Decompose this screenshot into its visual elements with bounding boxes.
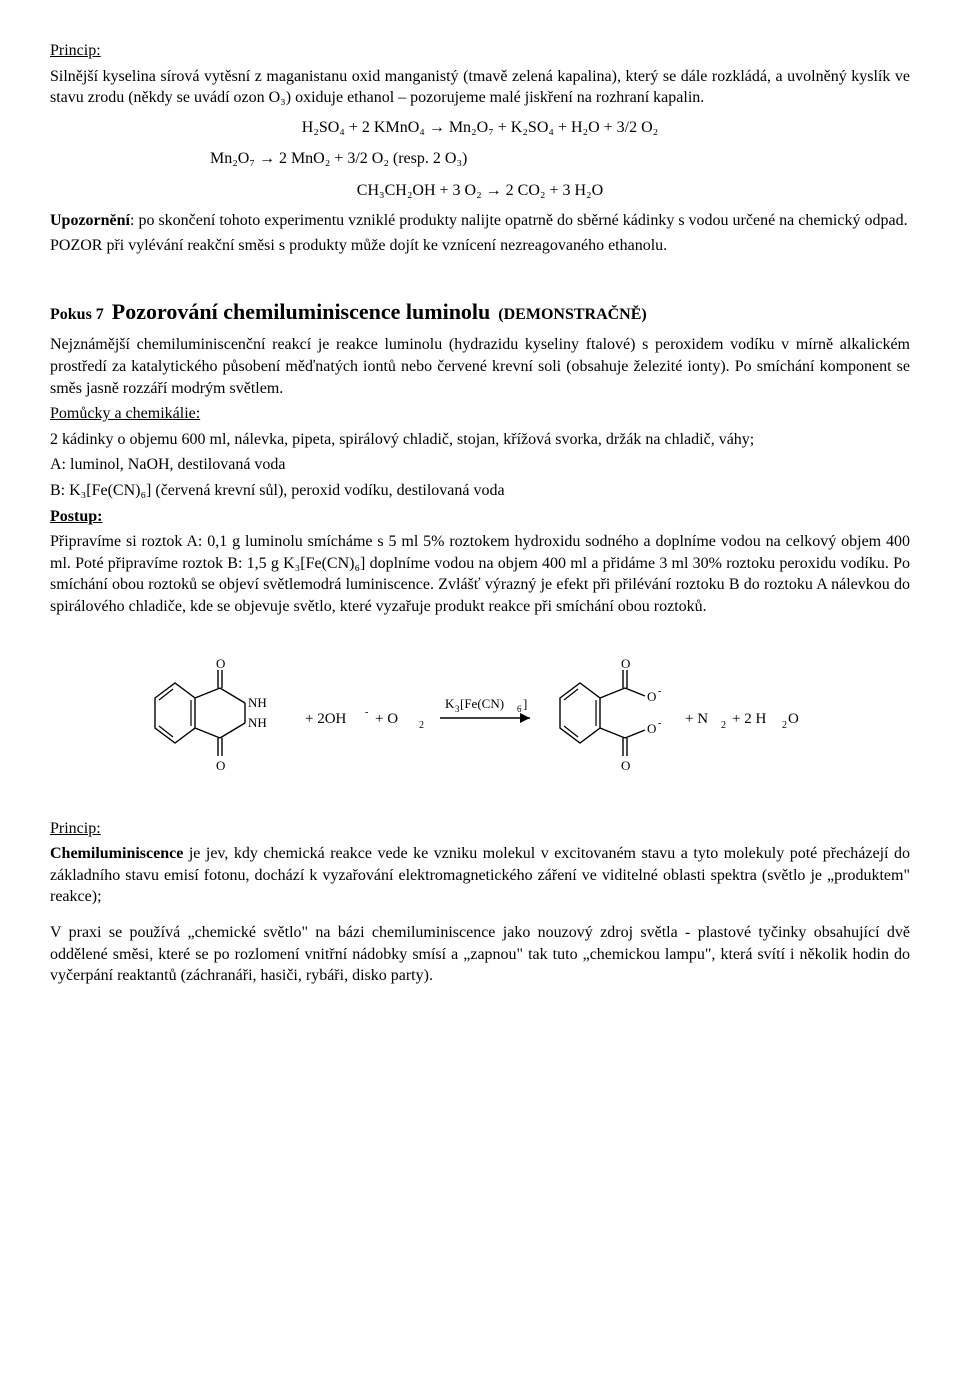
princip2-body1: Chemiluminiscence je jev, kdy chemická r… [50,843,910,908]
label-Ominus: O [647,721,656,736]
upozorneni-text: : po skončení tohoto experimentu vzniklé… [130,212,908,229]
pomucky-A: A: luminol, NaOH, destilovaná voda [50,454,910,476]
pomucky-heading: Pomůcky a chemikálie: [50,403,910,425]
label-O: O [216,656,225,671]
princip1-body: Silnější kyselina sírová vytěsní z magan… [50,66,910,109]
pokus7-heading-main: Pozorování chemiluminiscence luminolu [112,299,490,324]
catalyst-label2: [Fe(CN) [460,696,504,711]
pokus7-heading-prefix: Pokus 7 [50,306,104,323]
princip2-bold: Chemiluminiscence [50,845,183,862]
equation-1: H₂SO₄ + 2 KMnO₄ → Mn₂O₇ + K₂SO₄ + H₂O + … [302,117,659,139]
label-minus: - [658,686,661,697]
reagents-mid: + 2OH [305,711,347,727]
label-O: O [621,758,630,773]
reagents-sub: 2 [419,720,424,731]
postup-heading: Postup: [50,506,910,528]
pokus7-intro: Nejznámější chemiluminiscenční reakcí je… [50,334,910,399]
products-tail-1: + N [685,711,708,727]
pokus7-heading-suffix: (DEMONSTRAČNĚ) [498,306,646,323]
reaction-scheme: O O NH NH + 2OH - + O 2 K 3 [Fe(CN) 6 ] [50,643,910,793]
equation-2: Mn₂O₇ → 2 MnO₂ + 3/2 O₂ (resp. 2 O₃) [210,148,467,170]
products-tail-sub1: 2 [721,720,726,731]
reagents-plus: + O [375,711,398,727]
equation-block-3: CH₃CH₂OH + 3 O₂ → 2 CO₂ + 3 H₂O [50,178,910,204]
label-NH: NH [248,715,267,730]
catalyst-label: K [445,696,455,711]
luminol-structure: O O NH NH [155,656,267,773]
reagents-mid-sup: - [365,707,368,718]
label-O: O [621,656,630,671]
product-structure: O O - O O - [560,656,661,773]
postup-body: Připravíme si roztok A: 0,1 g luminolu s… [50,531,910,617]
equation-2-wrap: Mn₂O₇ → 2 MnO₂ + 3/2 O₂ (resp. 2 O₃) [210,146,910,172]
products-tail-3: O [788,711,799,727]
upozorneni-label: Upozornění [50,212,130,229]
upozorneni: Upozornění: po skončení tohoto experimen… [50,210,910,232]
pozor: POZOR při vylévání reakční směsi s produ… [50,235,910,257]
pokus7-heading: Pokus 7 Pozorování chemiluminiscence lum… [50,297,910,327]
products-tail-sub2: 2 [782,720,787,731]
label-Ominus: O [647,689,656,704]
label-NH: NH [248,695,267,710]
pomucky-B: B: K₃[Fe(CN)₆] (červená krevní sůl), per… [50,480,910,502]
pomucky-body1: 2 kádinky o objemu 600 ml, nálevka, pipe… [50,429,910,451]
products-tail-2: + 2 H [732,711,766,727]
label-minus: - [658,718,661,729]
princip2-body2: V praxi se používá „chemické světlo" na … [50,922,910,987]
princip1-heading: Princip: [50,40,910,62]
princip2-heading: Princip: [50,818,910,840]
catalyst-label3: ] [523,696,527,711]
catalyst-sub2: 6 [517,704,522,714]
equation-3: CH₃CH₂OH + 3 O₂ → 2 CO₂ + 3 H₂O [357,180,603,202]
equation-block-1: H₂SO₄ + 2 KMnO₄ → Mn₂O₇ + K₂SO₄ + H₂O + … [50,115,910,141]
label-O: O [216,758,225,773]
